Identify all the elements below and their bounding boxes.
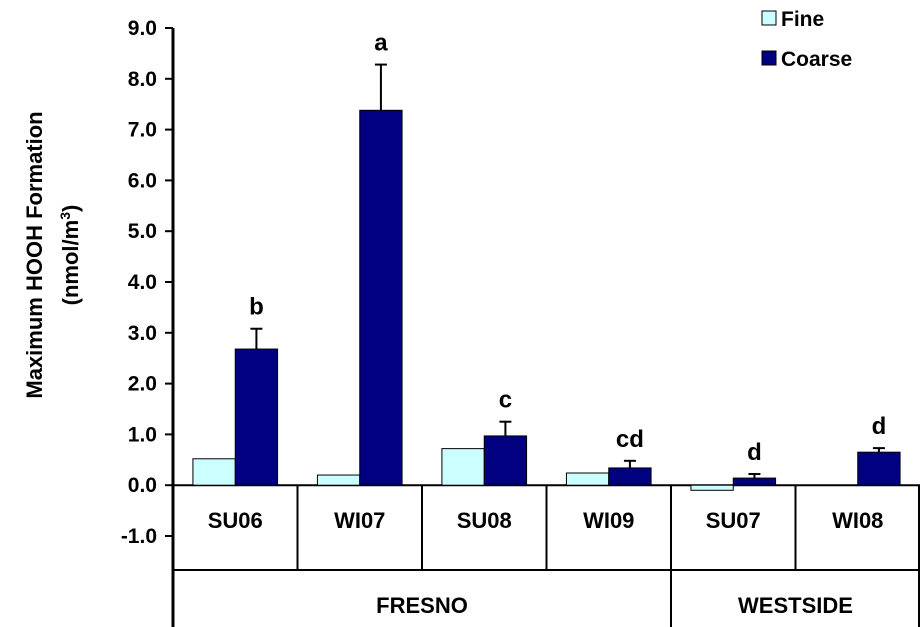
bar-fine [192, 458, 236, 486]
y-tick-label: 5.0 [128, 220, 157, 243]
y-axis-label: Maximum HOOH Formation (nmol/m3) [22, 111, 83, 398]
y-tick-label: 4.0 [128, 271, 157, 294]
y-tick-label: 7.0 [128, 119, 157, 142]
y-tick-label: 1.0 [128, 423, 157, 446]
bar-fine [441, 448, 485, 486]
legend-swatch-fine [761, 10, 777, 26]
bar-coarse [359, 109, 403, 486]
y-axis-unit: (nmol/m [58, 220, 83, 306]
x-group-label: WESTSIDE [738, 593, 853, 618]
bar-coarse [483, 435, 528, 486]
significance-letter: cd [616, 426, 644, 453]
x-category-label: WI07 [334, 508, 385, 533]
legend-label-fine: Fine [781, 8, 824, 31]
y-tick-label: 8.0 [128, 68, 157, 91]
legend: Fine Coarse [761, 8, 852, 71]
y-tick-label: 2.0 [128, 373, 157, 396]
x-category-label: SU08 [457, 508, 512, 533]
y-axis-label-line2: (nmol/m3) [57, 205, 83, 306]
y-axis-unit-superscript: 3 [57, 212, 73, 220]
x-group-label: FRESNO [376, 593, 468, 618]
significance-letter: b [249, 294, 264, 321]
axes: 9.0 8.0 7.0 6.0 5.0 4.0 3.0 2.0 1.0 0.0 -1.0 SU06 WI… [121, 17, 920, 627]
x-category-label: WI09 [583, 508, 634, 533]
significance-letter: d [872, 413, 887, 440]
bar-fine [316, 474, 361, 486]
y-axis-label-line1: Maximum HOOH Formation [22, 111, 47, 398]
y-tick-label: 6.0 [128, 169, 157, 192]
significance-letter: c [499, 387, 512, 414]
bar-fine [690, 484, 734, 491]
y-axis-unit-close: ) [58, 205, 83, 212]
y-tick-label: 0.0 [128, 474, 157, 497]
bar-coarse [732, 477, 777, 486]
x-category-label: WI08 [832, 508, 883, 533]
y-tick-label: 9.0 [128, 17, 157, 40]
bars: b a c cd d d [192, 30, 901, 491]
y-tick-label: 3.0 [128, 322, 157, 345]
significance-letter: a [374, 30, 388, 57]
bar-coarse [608, 467, 652, 486]
x-category-label: SU06 [208, 508, 263, 533]
bar-coarse [234, 348, 279, 486]
legend-label-coarse: Coarse [781, 48, 852, 71]
x-category-label: SU07 [706, 508, 761, 533]
y-tick-label: -1.0 [121, 525, 157, 548]
significance-letter: d [747, 439, 762, 466]
bar-coarse [857, 451, 901, 486]
legend-swatch-coarse [761, 50, 777, 66]
bar-fine [565, 472, 610, 486]
